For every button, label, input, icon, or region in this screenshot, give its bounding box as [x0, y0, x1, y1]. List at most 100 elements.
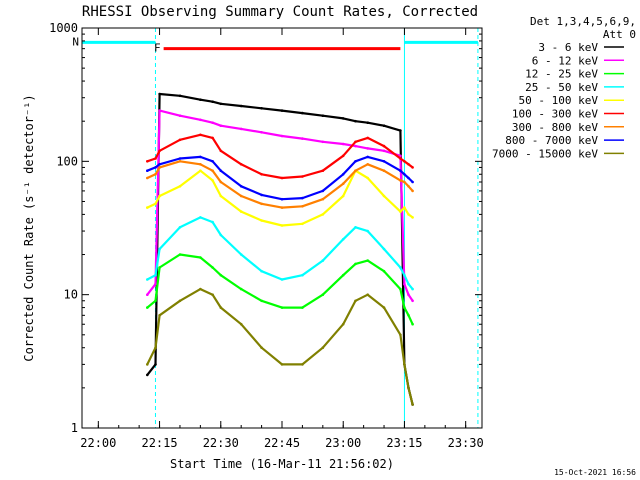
series-7-point-15: [382, 160, 386, 163]
series-5-point-3: [178, 138, 182, 142]
series-5-point-6: [219, 149, 223, 153]
series-0-point-0: [146, 373, 149, 377]
series-0-point-3: [178, 94, 182, 98]
series-8-point-16: [399, 333, 402, 337]
series-8-point-3: [178, 299, 182, 303]
legend-label-3: 25 - 50 keV: [525, 81, 598, 94]
series-6: [146, 160, 414, 209]
series-1-point-13: [354, 144, 357, 148]
series-5: [146, 133, 414, 180]
series-3-point-19: [411, 287, 414, 291]
series-5-point-11: [321, 169, 325, 172]
series-7-point-10: [301, 196, 304, 200]
series-3-point-18: [407, 282, 410, 286]
series-2-point-12: [341, 273, 345, 277]
series-7-point-2: [158, 163, 161, 166]
series-7-point-13: [354, 160, 357, 163]
series-4-point-9: [280, 224, 284, 227]
series-5-point-10: [301, 175, 304, 178]
series-0-point-5: [211, 100, 214, 103]
x-tick-label-4: 23:00: [325, 436, 361, 450]
series-7-point-18: [407, 176, 410, 180]
series-8-point-12: [341, 322, 345, 326]
series-8-point-19: [411, 403, 414, 406]
series-8-point-8: [260, 346, 263, 350]
series-8-point-4: [199, 287, 202, 291]
legend-label-7: 800 - 7000 keV: [505, 134, 598, 147]
series-5-point-19: [411, 166, 414, 169]
x-tick-label-6: 23:30: [448, 436, 484, 450]
series-4-point-2: [158, 194, 161, 198]
series-6-point-6: [219, 180, 223, 184]
series-2-point-9: [280, 306, 284, 309]
series-8-point-6: [219, 306, 223, 309]
series-4-point-1: [154, 202, 157, 206]
series-8-point-2: [158, 314, 161, 317]
series-5-point-8: [260, 173, 263, 176]
series-line-5: [146, 133, 414, 180]
series-7-point-19: [411, 180, 414, 184]
series-2-point-10: [301, 306, 304, 309]
series-3-point-14: [366, 229, 370, 233]
series-1-point-16: [399, 154, 402, 158]
series-2-point-2: [158, 266, 161, 269]
flag-label-1: N: [72, 35, 79, 48]
series-1: [146, 109, 414, 303]
y-tick-label-2: 100: [56, 154, 78, 168]
series-4-point-19: [411, 216, 414, 219]
series-3-point-5: [211, 220, 214, 224]
series-0-point-4: [199, 98, 202, 101]
series-6-point-18: [407, 185, 410, 188]
series-5-point-1: [154, 157, 157, 160]
legend-label-5: 100 - 300 keV: [512, 108, 598, 121]
series-3-point-3: [178, 226, 182, 229]
series-5-point-0: [146, 160, 149, 163]
series-1-point-5: [211, 121, 214, 124]
series-4-point-0: [146, 206, 149, 209]
series-6-point-16: [399, 179, 402, 182]
series-line-6: [146, 160, 414, 209]
series-2-point-14: [366, 259, 370, 262]
series-1-point-8: [260, 131, 263, 134]
series-6-point-17: [403, 180, 406, 184]
series-0-point-10: [301, 111, 304, 115]
series-3-point-12: [341, 238, 345, 241]
series-4-point-15: [382, 194, 386, 198]
series-2-point-5: [211, 266, 214, 269]
series-5-point-9: [280, 176, 284, 180]
series-2-point-3: [178, 253, 182, 256]
series-2-point-6: [219, 273, 223, 277]
series-line-0: [146, 92, 414, 405]
series-1-point-9: [280, 134, 284, 138]
series-4-point-12: [341, 194, 345, 198]
legend-header-line-1: Det 1,3,4,5,6,9,: [530, 15, 636, 28]
series-8-point-9: [280, 363, 284, 366]
series-8-point-13: [354, 299, 357, 303]
series-7-point-4: [199, 155, 202, 159]
series-6-point-14: [366, 163, 370, 166]
series-2-point-18: [407, 314, 410, 317]
series-0-point-1: [154, 363, 157, 366]
series-4-point-8: [260, 219, 263, 222]
series-0-point-8: [260, 107, 263, 110]
series-3-point-4: [199, 216, 202, 219]
series-2-point-13: [354, 262, 357, 266]
series-5-point-16: [399, 157, 402, 160]
series-5-point-4: [199, 133, 202, 137]
series-3-point-17: [403, 273, 406, 277]
series-6-point-3: [178, 160, 182, 163]
series-1-point-1: [154, 282, 157, 286]
series-7-point-14: [366, 155, 370, 159]
series-0-point-9: [280, 109, 284, 112]
series-5-point-18: [407, 163, 410, 166]
series-3-point-2: [158, 247, 161, 251]
series-6-point-15: [382, 169, 386, 172]
legend-label-8: 7000 - 15000 keV: [492, 147, 598, 160]
series-1-point-10: [301, 137, 304, 140]
series-line-2: [146, 253, 414, 325]
series-3-point-11: [321, 259, 325, 262]
series-8-point-0: [146, 363, 149, 366]
footer-timestamp: 15-Oct-2021 16:56: [554, 468, 636, 477]
